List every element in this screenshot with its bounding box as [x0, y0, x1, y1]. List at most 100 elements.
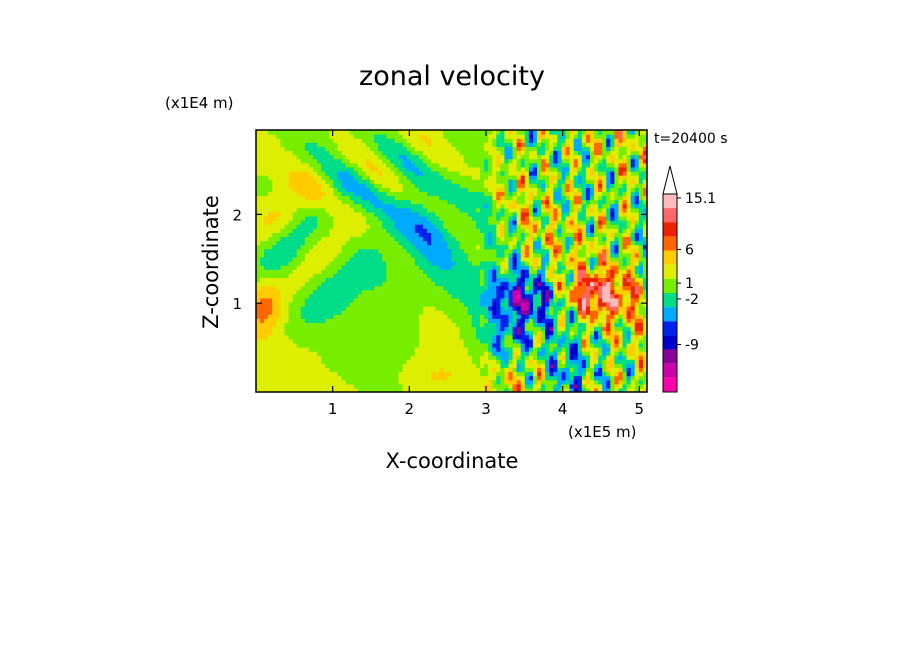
heatmap-cell — [557, 375, 563, 381]
heatmap-cell — [520, 273, 526, 278]
heatmap-cell — [516, 379, 522, 385]
heatmap-cell — [313, 351, 318, 356]
heatmap-cell — [398, 261, 404, 266]
heatmap-cell — [418, 367, 424, 373]
heatmap-cell — [508, 322, 514, 328]
heatmap-cell — [443, 269, 449, 274]
heatmap-cell — [459, 170, 465, 176]
heatmap-cell — [553, 338, 558, 344]
heatmap-cell — [353, 207, 359, 213]
heatmap-cell — [410, 142, 416, 147]
heatmap-cell — [329, 371, 334, 377]
heatmap-cell — [256, 236, 261, 242]
heatmap-cell — [475, 220, 481, 225]
heatmap-cell — [304, 203, 310, 209]
heatmap-cell — [345, 277, 351, 283]
heatmap-cell — [386, 162, 391, 168]
heatmap-cell — [264, 334, 269, 340]
heatmap-cell — [471, 150, 477, 156]
heatmap-cell — [280, 146, 286, 152]
heatmap-cell — [537, 199, 542, 205]
heatmap-cell — [288, 199, 294, 205]
heatmap-cell — [488, 199, 493, 205]
heatmap-cell — [431, 240, 436, 246]
heatmap-cell — [325, 134, 330, 139]
heatmap-cell — [565, 256, 571, 262]
heatmap-cell — [439, 199, 444, 205]
heatmap-cell — [337, 146, 343, 152]
heatmap-cell — [410, 191, 416, 197]
heatmap-cell — [508, 240, 514, 246]
heatmap-cell — [284, 256, 290, 262]
heatmap-cell — [406, 220, 412, 225]
heatmap-cell — [406, 166, 412, 172]
heatmap-cell — [561, 154, 567, 160]
heatmap-cell — [333, 220, 339, 225]
heatmap-cell — [300, 379, 306, 385]
heatmap-cell — [337, 293, 343, 299]
heatmap-cell — [467, 191, 473, 197]
heatmap-cell — [329, 265, 334, 270]
heatmap-cell — [402, 215, 408, 221]
heatmap-cell — [272, 158, 277, 164]
heatmap-cell — [329, 359, 334, 364]
heatmap-cell — [276, 236, 282, 242]
heatmap-cell — [475, 383, 481, 389]
heatmap-cell — [390, 256, 396, 262]
heatmap-cell — [541, 281, 546, 287]
heatmap-cell — [439, 138, 444, 143]
heatmap-cell — [414, 248, 420, 254]
heatmap-cell — [508, 383, 514, 389]
heatmap-cell — [317, 314, 322, 319]
heatmap-cell — [475, 281, 481, 287]
heatmap-cell — [386, 261, 391, 266]
heatmap-cell — [451, 142, 457, 147]
heatmap-cell — [443, 265, 449, 270]
heatmap-cell — [394, 203, 400, 209]
heatmap-cell — [516, 330, 522, 336]
heatmap-cell — [418, 248, 424, 254]
heatmap-cell — [406, 203, 412, 209]
heatmap-cell — [504, 363, 510, 369]
heatmap-cell — [459, 355, 465, 360]
heatmap-cell — [422, 314, 428, 319]
heatmap-cell — [455, 203, 461, 209]
heatmap-cell — [349, 351, 355, 356]
heatmap-cell — [398, 301, 404, 307]
heatmap-cell — [288, 269, 294, 274]
heatmap-cell — [524, 215, 530, 221]
heatmap-cell — [524, 195, 530, 201]
heatmap-cell — [431, 326, 436, 332]
heatmap-cell — [402, 158, 408, 164]
heatmap-cell — [321, 281, 326, 287]
heatmap-cell — [528, 175, 534, 180]
heatmap-cell — [443, 314, 449, 319]
heatmap-cell — [569, 142, 575, 147]
heatmap-cell — [260, 310, 265, 315]
heatmap-cell — [504, 162, 510, 168]
heatmap-cell — [512, 281, 518, 287]
heatmap-cell — [549, 285, 554, 291]
heatmap-cell — [357, 207, 363, 213]
heatmap-cell — [496, 346, 501, 352]
heatmap-cell — [313, 277, 318, 283]
heatmap-cell — [528, 228, 534, 233]
heatmap-cell — [537, 142, 542, 147]
heatmap-cell — [435, 265, 440, 270]
heatmap-cell — [431, 166, 436, 172]
heatmap-cell — [410, 310, 416, 315]
heatmap-cell — [565, 211, 571, 217]
heatmap-cell — [272, 183, 277, 188]
heatmap-cell — [447, 240, 453, 246]
heatmap-cell — [451, 240, 457, 246]
heatmap-cell — [557, 158, 563, 164]
heatmap-cell — [447, 387, 453, 392]
heatmap-cell — [280, 244, 286, 250]
heatmap-cell — [296, 261, 302, 266]
heatmap-cell — [370, 351, 375, 356]
heatmap-cell — [321, 256, 326, 262]
heatmap-cell — [321, 236, 326, 242]
heatmap-cell — [459, 220, 465, 225]
heatmap-cell — [402, 293, 408, 299]
heatmap-cell — [390, 334, 396, 340]
